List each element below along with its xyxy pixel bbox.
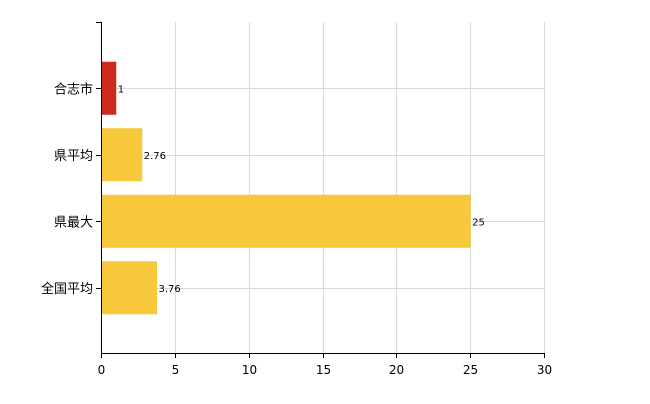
x-tick-label-15: 15	[316, 363, 331, 377]
x-tick-label-25: 25	[463, 363, 478, 377]
x-tick-label-30: 30	[537, 363, 552, 377]
x-tick-label-20: 20	[389, 363, 404, 377]
data-label-0: 1	[118, 84, 124, 95]
category-label-2: 県最大	[54, 215, 93, 230]
data-label-3: 3.76	[159, 284, 181, 295]
x-tick-label-5: 5	[172, 363, 180, 377]
x-tick-label-10: 10	[242, 363, 257, 377]
category-label-3: 全国平均	[41, 281, 93, 297]
bar-1	[101, 128, 143, 182]
bar-2	[101, 194, 471, 248]
data-label-2: 25	[472, 217, 485, 228]
bars	[101, 61, 471, 315]
category-label-1: 県平均	[54, 149, 93, 164]
data-label-1: 2.76	[144, 151, 166, 162]
bar-3	[101, 261, 158, 315]
bar-0	[101, 61, 117, 115]
x-tick-label-0: 0	[98, 363, 106, 377]
category-label-0: 合志市	[54, 81, 93, 97]
grid-lines	[101, 22, 545, 353]
axes	[96, 22, 545, 358]
